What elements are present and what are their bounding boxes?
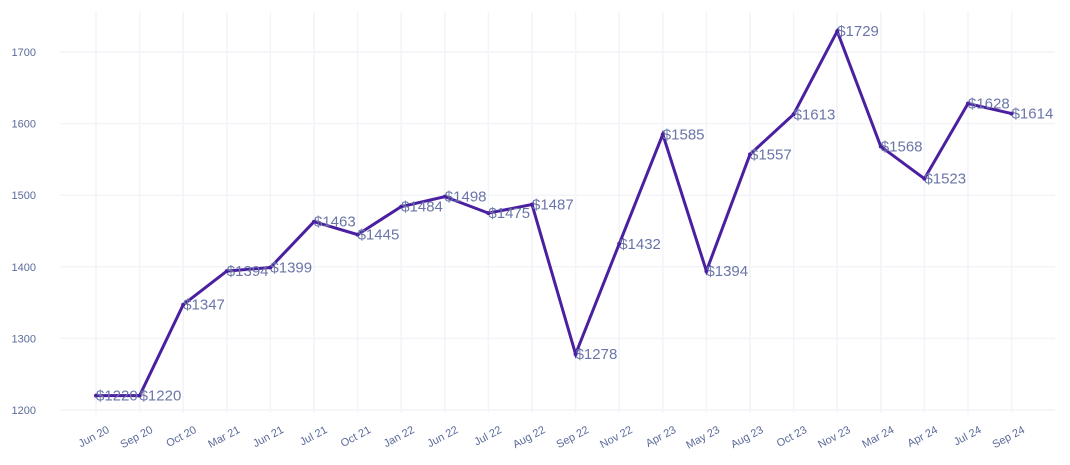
x-tick-label: Jul 24 — [952, 424, 984, 448]
data-point — [355, 232, 360, 237]
x-tick-label: Oct 20 — [164, 424, 198, 450]
x-tick-label: Jul 21 — [298, 424, 330, 448]
data-point — [835, 29, 840, 34]
x-tick-label: Jun 21 — [251, 424, 286, 450]
x-tick-label: Jul 22 — [472, 424, 504, 448]
data-label: $1614 — [1012, 106, 1054, 123]
data-label: $1278 — [576, 346, 618, 363]
x-tick-label: Jun 20 — [77, 424, 112, 450]
data-point — [617, 241, 622, 246]
x-tick-label: Oct 21 — [339, 424, 373, 450]
x-tick-label: Jun 22 — [425, 424, 460, 450]
x-tick-label: Aug 22 — [511, 424, 547, 451]
x-tick-label: Jan 22 — [382, 424, 417, 450]
data-point — [1009, 111, 1014, 116]
x-tick-label: Mar 24 — [860, 424, 896, 451]
data-label: $1729 — [837, 23, 879, 40]
data-label: $1463 — [314, 214, 356, 231]
data-label: $1585 — [663, 126, 705, 143]
data-point — [137, 393, 142, 398]
x-tick-label: Apr 23 — [644, 424, 678, 450]
data-point — [791, 112, 796, 117]
data-label: $1220 — [96, 388, 138, 405]
data-point — [181, 302, 186, 307]
data-label: $1628 — [968, 96, 1010, 113]
y-tick-label: 1600 — [12, 119, 36, 131]
x-tick-label: Apr 24 — [906, 424, 940, 450]
data-label: $1394 — [706, 263, 748, 280]
x-tick-label: Oct 23 — [775, 424, 809, 450]
data-label: $1445 — [358, 227, 400, 244]
data-labels: $1220 $1220$1347$1394 $1399$1463$1445$1484… — [96, 23, 1053, 404]
x-tick-label: Nov 23 — [816, 424, 852, 451]
x-tick-label: Sep 24 — [991, 424, 1027, 451]
data-label: $1523 — [924, 171, 966, 188]
data-point — [922, 176, 927, 181]
data-label: $1487 — [532, 197, 574, 214]
data-point — [966, 101, 970, 106]
data-label: $1432 — [619, 236, 661, 253]
x-tick-label: Aug 23 — [729, 424, 765, 451]
data-point — [486, 211, 491, 216]
data-point — [748, 152, 752, 157]
data-label: $1220 — [140, 388, 182, 405]
x-tick-label: Mar 21 — [206, 424, 242, 451]
data-point — [399, 204, 404, 209]
x-axis: Jun 20 Sep 20 Oct 20 Mar 21 Jun 21 Jul 21 Oct … — [77, 424, 1027, 452]
data-label: $1557 — [750, 146, 792, 163]
grid — [60, 12, 1055, 413]
data-point — [660, 132, 665, 137]
data-point — [442, 194, 447, 199]
data-label: $1613 — [794, 106, 836, 123]
data-point — [530, 202, 534, 207]
data-point — [573, 352, 578, 357]
series-line — [96, 27, 1012, 398]
data-label: $1568 — [881, 139, 923, 156]
y-tick-label: 1700 — [12, 47, 36, 59]
data-label: $1347 — [183, 297, 225, 314]
x-tick-label: Nov 22 — [598, 424, 634, 451]
data-point — [704, 269, 709, 274]
x-tick-label: May 23 — [684, 424, 721, 452]
y-tick-label: 1500 — [12, 190, 36, 202]
data-point — [268, 265, 273, 270]
data-point — [312, 219, 316, 224]
x-tick-label: Sep 20 — [119, 424, 155, 451]
y-tick-label: 1200 — [12, 405, 36, 417]
y-axis: 1200 1300 1400 1500 1600 1700 — [12, 47, 36, 417]
series — [94, 27, 1014, 398]
data-label: $1498 — [445, 189, 487, 206]
data-label: $1475 — [488, 205, 530, 222]
data-label: $1399 — [270, 260, 312, 277]
data-point — [94, 393, 98, 398]
data-label: $1484 — [401, 199, 443, 216]
data-point — [224, 269, 229, 274]
y-tick-label: 1300 — [12, 333, 36, 345]
y-tick-label: 1400 — [12, 262, 36, 274]
data-point — [878, 144, 883, 149]
data-label: $1394 — [227, 263, 269, 280]
x-tick-label: Sep 22 — [555, 424, 591, 451]
